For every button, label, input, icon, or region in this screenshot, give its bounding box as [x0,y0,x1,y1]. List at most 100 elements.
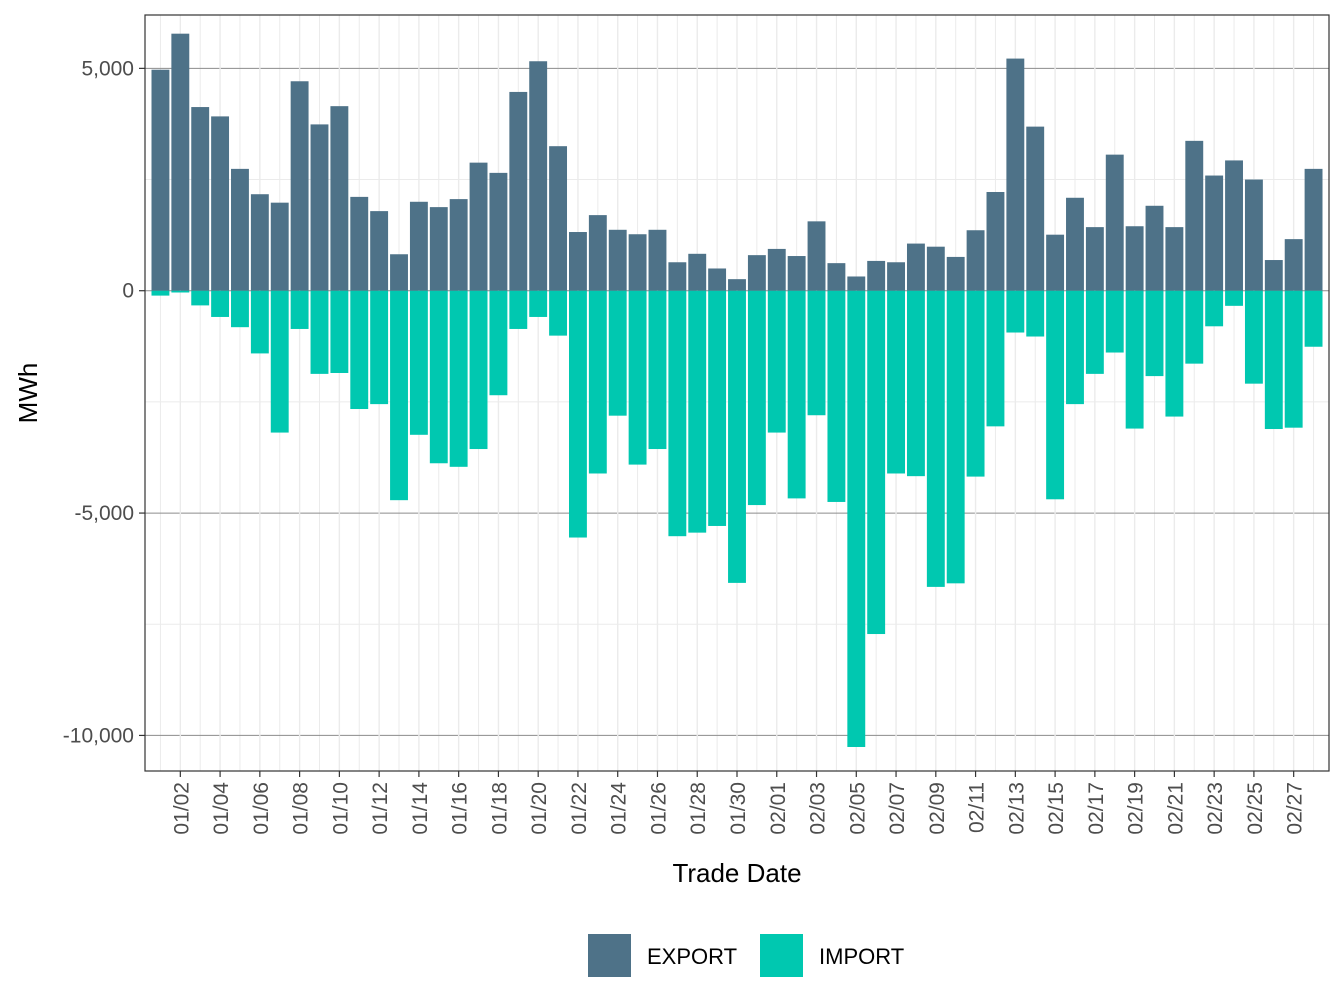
bar-export-01-25 [628,234,647,291]
bar-export-02-24 [1225,160,1243,291]
bar-import-02-20 [1145,290,1164,377]
bar-export-01-10 [330,106,349,291]
bar-import-02-01 [767,290,786,433]
bar-import-02-02 [787,290,806,499]
bar-import-02-06 [867,290,886,635]
bar-export-02-27 [1284,239,1303,291]
bar-import-02-08 [906,290,925,477]
bar-import-02-27 [1284,290,1303,428]
bar-import-01-31 [747,290,766,506]
bar-import-01-26 [648,290,667,450]
legend-key-export [588,934,631,977]
bar-export-02-23 [1205,175,1224,291]
bar-import-02-05 [847,290,866,747]
bar-export-02-13 [1006,58,1025,291]
x-tick-label: 01/06 [250,782,273,835]
bar-export-02-10 [946,256,965,291]
x-tick-label: 02/01 [767,782,790,835]
bar-export-01-18 [489,172,508,291]
y-tick-label: -5,000 [74,502,134,525]
bar-import-02-15 [1046,290,1065,500]
bar-import-02-16 [1066,290,1084,405]
bar-export-02-19 [1125,226,1144,291]
x-tick-label: 02/27 [1284,782,1307,835]
bar-export-01-08 [290,81,309,291]
bar-export-01-22 [569,232,587,291]
x-tick-label: 01/26 [647,782,670,835]
x-tick-label: 01/22 [568,782,591,835]
bar-export-01-05 [231,168,249,291]
bar-import-02-21 [1165,290,1184,417]
bar-import-02-13 [1006,290,1025,333]
x-tick-label: 02/07 [886,782,909,835]
bar-export-01-31 [747,255,766,291]
bar-export-02-04 [827,263,846,291]
x-tick-label: 02/19 [1125,782,1148,835]
bar-export-01-21 [549,146,568,291]
bar-export-01-02 [171,33,190,291]
bar-export-01-27 [668,262,687,291]
bar-import-02-12 [986,290,1005,427]
bar-import-01-10 [330,290,349,373]
bar-export-01-16 [449,199,468,291]
y-tick-label: 0 [122,280,134,303]
bar-export-01-26 [648,229,667,291]
bar-export-02-07 [887,262,905,291]
bar-export-01-04 [211,116,230,291]
x-tick-label: 02/17 [1085,782,1108,835]
bar-export-02-25 [1244,179,1263,291]
bar-import-02-24 [1225,290,1243,306]
bar-import-01-14 [409,290,428,435]
bar-import-01-19 [509,290,528,329]
legend-key-import [760,934,803,977]
bar-import-02-18 [1105,290,1124,353]
x-tick-label: 01/12 [369,782,392,835]
bar-export-01-29 [708,268,727,291]
bar-export-02-03 [807,221,826,291]
bar-import-01-17 [469,290,488,450]
bar-import-01-23 [588,290,607,474]
bar-import-01-15 [429,290,448,464]
bar-import-01-11 [350,290,369,410]
bar-import-01-18 [489,290,508,396]
x-tick-label: 02/13 [1005,782,1028,835]
bar-export-02-18 [1105,154,1124,291]
bar-export-02-09 [926,246,945,291]
bar-import-01-20 [529,290,548,317]
bar-export-01-11 [350,196,369,291]
legend-label-import: IMPORT [819,944,904,969]
x-tick-label: 01/16 [449,782,472,835]
bar-export-01-17 [469,162,488,291]
bar-import-01-07 [270,290,289,433]
bar-import-01-25 [628,290,647,465]
legend: EXPORT IMPORT [588,934,904,977]
bar-import-02-09 [926,290,945,587]
x-tick-label: 01/04 [210,782,233,835]
legend-label-export: EXPORT [647,944,737,969]
bar-import-02-03 [807,290,826,416]
bar-import-02-22 [1185,290,1204,364]
bar-export-01-06 [250,194,269,291]
bar-export-02-01 [767,248,786,291]
y-tick-label: -10,000 [63,724,134,747]
x-tick-label: 01/18 [488,782,511,835]
x-tick-label: 01/02 [170,782,193,835]
bar-import-01-13 [390,290,408,501]
bar-import-01-21 [549,290,568,336]
bar-import-01-01 [151,290,170,296]
bar-export-02-28 [1304,168,1323,291]
bar-import-01-08 [290,290,309,329]
x-tick-label: 02/11 [966,782,989,833]
x-tick-label: 01/14 [409,782,432,835]
bar-import-01-04 [211,290,230,317]
bar-import-01-30 [728,290,746,583]
bar-import-01-24 [608,290,627,416]
bar-export-02-06 [867,260,886,291]
bar-export-02-17 [1085,227,1104,291]
y-axis-title: MWh [13,363,43,424]
bar-import-01-09 [310,290,329,374]
x-axis: 01/02 01/04 01/06 01/08 01/10 01/12 01/14 01/16… [170,771,1307,835]
bar-export-01-28 [688,253,707,291]
bar-import-02-26 [1264,290,1283,430]
